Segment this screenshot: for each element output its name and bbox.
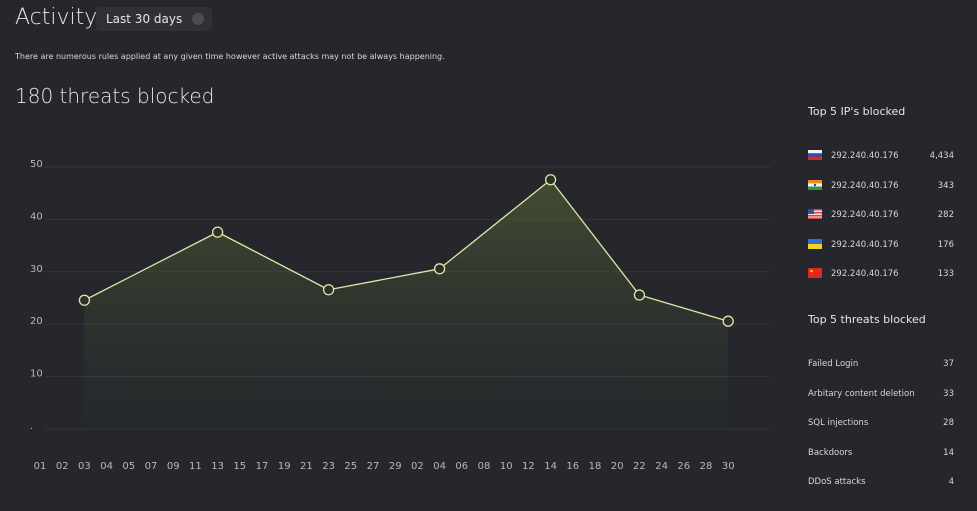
x-tick-label: 24 xyxy=(655,461,668,472)
x-tick-label: 14 xyxy=(544,461,557,472)
x-tick-label: 12 xyxy=(522,461,535,472)
x-tick-label: 04 xyxy=(100,461,113,472)
ip-address: 292.240.40.176 xyxy=(831,180,899,191)
y-tick-label: . xyxy=(30,421,33,432)
area-fill xyxy=(84,179,729,426)
x-tick-label: 23 xyxy=(322,461,335,472)
panel-title: Top 5 IP's blocked xyxy=(808,105,906,118)
flag xyxy=(808,150,822,160)
flag-icon xyxy=(808,209,822,220)
x-tick-label: 27 xyxy=(367,461,380,472)
y-tick-label: 30 xyxy=(30,264,43,275)
point xyxy=(211,226,224,238)
threat-row: DDoS attacks 4 xyxy=(808,477,954,487)
x-tick-label: 06 xyxy=(455,461,468,472)
y-tick-label: 50 xyxy=(30,159,43,170)
chart: . 10 20 30 40 50 01 02 03 04 05 07 09 11 13 15 17 19 21 23 2… xyxy=(30,159,770,472)
description: There are numerous rules applied at any … xyxy=(15,52,445,61)
line-segment xyxy=(328,268,440,291)
threat-count: 14 xyxy=(943,447,954,458)
line-segment xyxy=(550,179,640,296)
threat-row: SQL injections 28 xyxy=(808,418,954,428)
x-tick-label: 26 xyxy=(677,461,690,472)
flag-icon xyxy=(808,150,822,160)
x-tick-label: 02 xyxy=(411,461,424,472)
flag xyxy=(808,238,822,249)
threat-name: Arbitary content deletion xyxy=(808,388,915,399)
x-tick-label: 15 xyxy=(233,461,246,472)
threat-count: 33 xyxy=(943,388,954,399)
line-segment xyxy=(439,179,552,270)
x-tick-label: 17 xyxy=(256,461,269,472)
line-segment xyxy=(217,231,329,291)
y-tick-label: 20 xyxy=(30,316,43,327)
x-tick-label: 11 xyxy=(189,461,202,472)
x-tick-label: 28 xyxy=(700,461,713,472)
x-tick-label: 13 xyxy=(211,461,224,472)
ip-address: 292.240.40.176 xyxy=(831,269,899,280)
x-tick-label: 03 xyxy=(78,461,91,472)
flag xyxy=(808,179,822,190)
panel-title: Top 5 threats blocked xyxy=(808,313,926,326)
y-tick-label: 10 xyxy=(30,369,43,380)
x-tick-label: 02 xyxy=(56,461,69,472)
line-segment xyxy=(639,294,729,322)
point xyxy=(78,294,91,306)
x-tick-label: 18 xyxy=(589,461,602,472)
ip-count: 4,434 xyxy=(929,151,954,161)
caret[interactable] xyxy=(192,13,205,25)
y-tick-label: 40 xyxy=(30,211,43,222)
x-tick-label: 25 xyxy=(344,461,357,472)
threat-count: 37 xyxy=(943,359,954,369)
ip-address: 292.240.40.176 xyxy=(831,239,899,250)
flag-icon xyxy=(808,179,822,190)
x-tick-label: 01 xyxy=(34,461,47,472)
x-tick-label: 10 xyxy=(500,461,513,472)
x-tick-label: 04 xyxy=(433,461,446,472)
summary: 180 threats blocked xyxy=(15,84,215,108)
threat-row: Arbitary content deletion 33 xyxy=(808,389,954,399)
range-label[interactable]: Last 30 days xyxy=(106,12,183,26)
point xyxy=(322,284,335,296)
x-tick-label: 16 xyxy=(566,461,579,472)
range-dropdown[interactable]: Last 30 days xyxy=(96,7,213,31)
flag-icon xyxy=(808,268,822,279)
page-title: Activity xyxy=(15,5,98,30)
threat-row: Backdoors 14 xyxy=(808,448,954,458)
x-tick-label: 22 xyxy=(633,461,646,472)
point xyxy=(433,263,446,275)
point xyxy=(722,315,734,327)
threat-count: 28 xyxy=(943,418,954,429)
ip-address: 292.240.40.176 xyxy=(831,210,899,221)
line-segment xyxy=(84,231,218,301)
flag xyxy=(808,209,822,220)
x-tick-label: 29 xyxy=(389,461,402,472)
ip-address: 292.240.40.176 xyxy=(831,151,899,161)
flag-icon xyxy=(808,238,822,249)
point xyxy=(633,289,646,301)
threat-name: DDoS attacks xyxy=(808,477,866,488)
threat-name: Backdoors xyxy=(808,447,853,458)
ip-count: 176 xyxy=(937,239,954,250)
ip-count: 343 xyxy=(937,180,954,191)
ip-count: 282 xyxy=(937,210,954,221)
threat-row: Failed Login 37 xyxy=(808,359,954,369)
ip-count: 133 xyxy=(937,269,954,280)
point xyxy=(544,174,557,186)
threat-name: Failed Login xyxy=(808,359,859,369)
x-tick-label: 09 xyxy=(167,461,180,472)
x-tick-label: 08 xyxy=(478,461,491,472)
x-tick-label: 19 xyxy=(278,461,291,472)
threat-name: SQL injections xyxy=(808,418,869,429)
x-tick-label: 07 xyxy=(145,461,158,472)
x-tick-label: 21 xyxy=(300,461,313,472)
x-tick-label: 30 xyxy=(722,461,735,472)
threat-count: 4 xyxy=(948,477,954,488)
x-tick-label: 05 xyxy=(122,461,135,472)
flag xyxy=(808,268,822,279)
x-tick-label: 20 xyxy=(611,461,624,472)
